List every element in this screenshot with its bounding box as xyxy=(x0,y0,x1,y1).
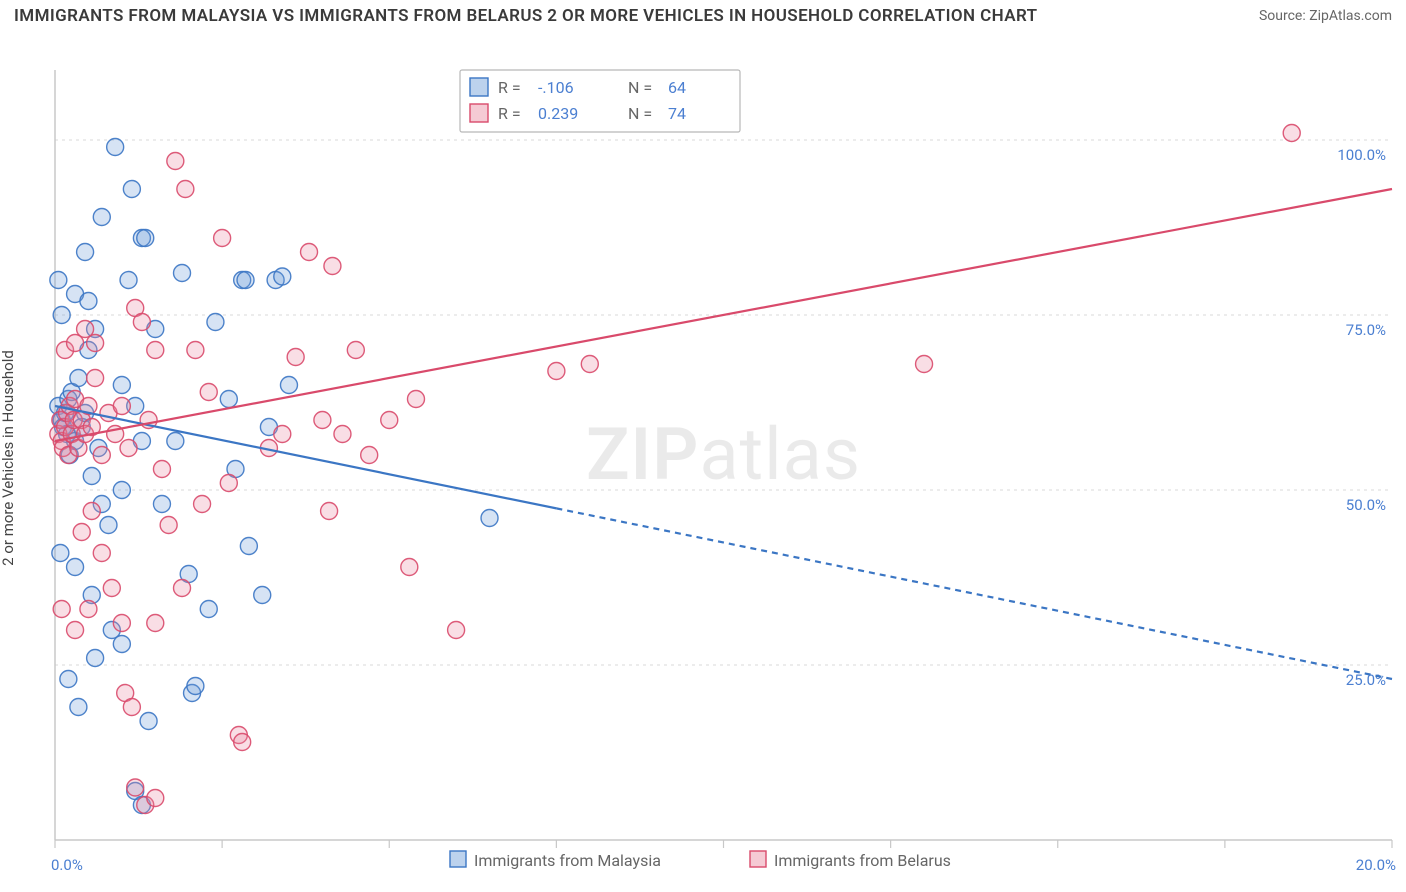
source-label: Source: xyxy=(1259,8,1309,24)
svg-text:N =: N = xyxy=(628,104,652,123)
svg-text:0.0%: 0.0% xyxy=(51,856,83,874)
scatter-chart: 25.0%50.0%75.0%100.0%0.0%20.0%ZIPatlasR … xyxy=(0,30,1406,886)
y-axis-label: 2 or more Vehicles in Household xyxy=(0,242,17,458)
source-attribution: Source: ZipAtlas.com xyxy=(1259,8,1392,24)
chart-header: IMMIGRANTS FROM MALAYSIA VS IMMIGRANTS F… xyxy=(0,0,1406,30)
svg-text:50.0%: 50.0% xyxy=(1346,496,1386,514)
svg-text:0.239: 0.239 xyxy=(538,104,578,123)
svg-text:74: 74 xyxy=(668,104,686,123)
source-value: ZipAtlas.com xyxy=(1309,8,1392,24)
svg-text:64: 64 xyxy=(668,78,686,97)
svg-text:R =: R = xyxy=(498,104,521,123)
svg-text:20.0%: 20.0% xyxy=(1356,856,1396,874)
svg-text:75.0%: 75.0% xyxy=(1346,321,1386,339)
svg-text:-.106: -.106 xyxy=(538,78,574,97)
svg-text:R =: R = xyxy=(498,78,521,97)
svg-text:ZIPatlas: ZIPatlas xyxy=(586,412,861,497)
chart-container: 2 or more Vehicles in Household 25.0%50.… xyxy=(0,30,1406,886)
svg-text:N =: N = xyxy=(628,78,652,97)
svg-text:100.0%: 100.0% xyxy=(1337,146,1386,164)
svg-text:Immigrants from Belarus: Immigrants from Belarus xyxy=(774,851,951,870)
chart-title: IMMIGRANTS FROM MALAYSIA VS IMMIGRANTS F… xyxy=(14,6,1037,26)
svg-text:Immigrants from Malaysia: Immigrants from Malaysia xyxy=(474,851,661,870)
